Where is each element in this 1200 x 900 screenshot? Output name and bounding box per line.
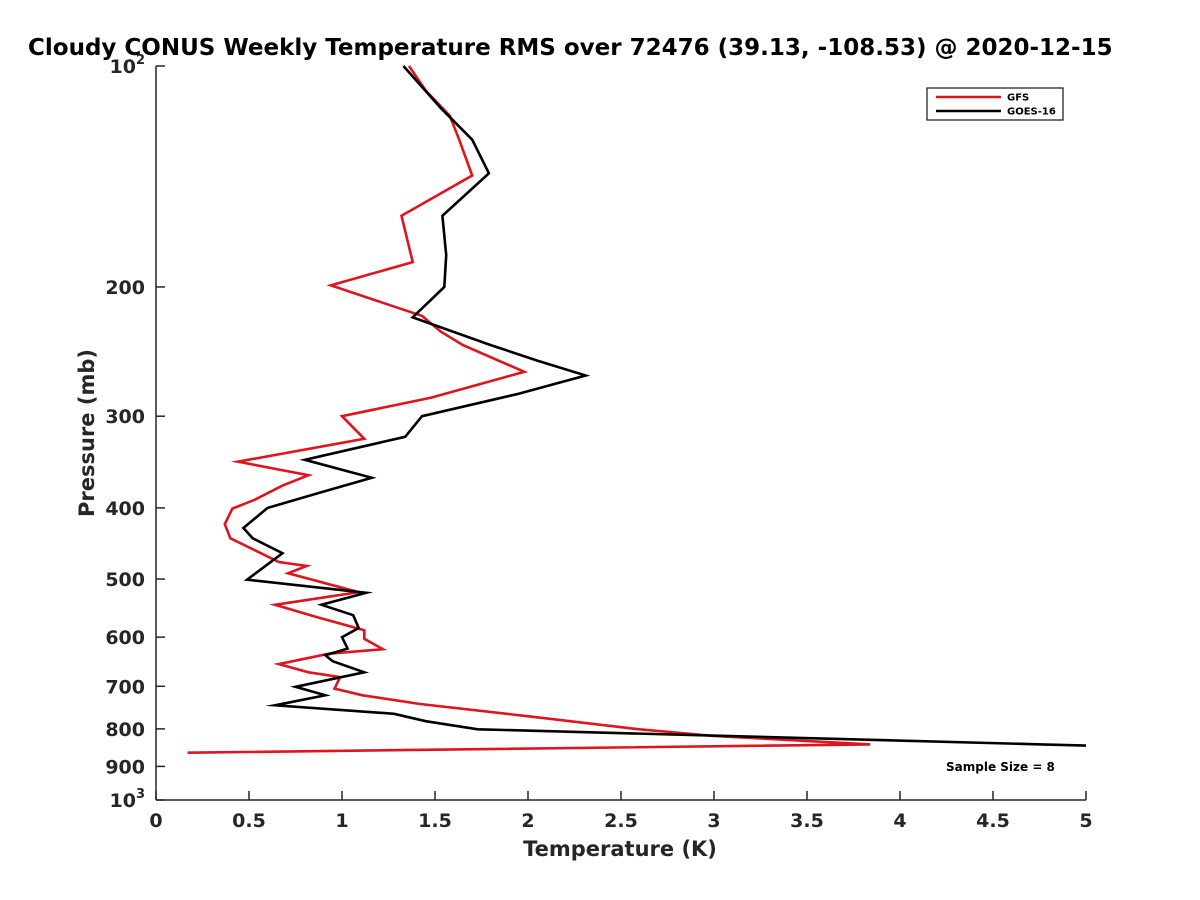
y-axis-title: Pressure (mb) — [75, 349, 99, 517]
x-tick-label: 1.5 — [418, 810, 452, 832]
x-tick-label: 1 — [335, 810, 348, 832]
y-tick-label: 200 — [105, 277, 145, 299]
x-tick-label: 5 — [1079, 810, 1092, 832]
x-tick-label: 2.5 — [604, 810, 638, 832]
y-tick-label: 102 — [110, 53, 146, 78]
y-tick-label: 800 — [105, 719, 145, 741]
series-line-goes-16 — [241, 65, 1087, 747]
legend: GFS GOES-16 — [926, 87, 1064, 121]
x-tick-label: 4 — [893, 810, 906, 832]
plot-area — [187, 65, 1087, 754]
y-axis: 102 200 300 400 500 600 700 800 900 103 — [105, 53, 165, 812]
x-tick-label: 0.5 — [232, 810, 266, 832]
x-tick-label: 0 — [149, 810, 162, 832]
x-tick-label: 2 — [521, 810, 534, 832]
x-tick-label: 4.5 — [976, 810, 1010, 832]
x-axis: 0 0.5 1 1.5 2 2.5 3 3.5 4 4.5 5 — [149, 791, 1093, 832]
y-tick-label: 300 — [105, 406, 145, 428]
sample-size-annotation: Sample Size = 8 — [946, 760, 1055, 774]
legend-label: GOES-16 — [1007, 107, 1056, 118]
y-tick-label: 500 — [105, 569, 145, 591]
y-tick-label: 700 — [105, 676, 145, 698]
x-axis-title: Temperature (K) — [523, 837, 717, 861]
legend-box — [926, 87, 1064, 121]
chart-title: Cloudy CONUS Weekly Temperature RMS over… — [28, 35, 1113, 61]
x-tick-label: 3 — [707, 810, 720, 832]
y-tick-label: 400 — [105, 498, 145, 520]
y-tick-label: 600 — [105, 627, 145, 649]
legend-label: GFS — [1007, 93, 1029, 104]
y-tick-label: 103 — [110, 787, 146, 812]
series-line-gfs — [187, 65, 871, 754]
x-tick-label: 3.5 — [790, 810, 824, 832]
y-tick-label: 900 — [105, 756, 145, 778]
